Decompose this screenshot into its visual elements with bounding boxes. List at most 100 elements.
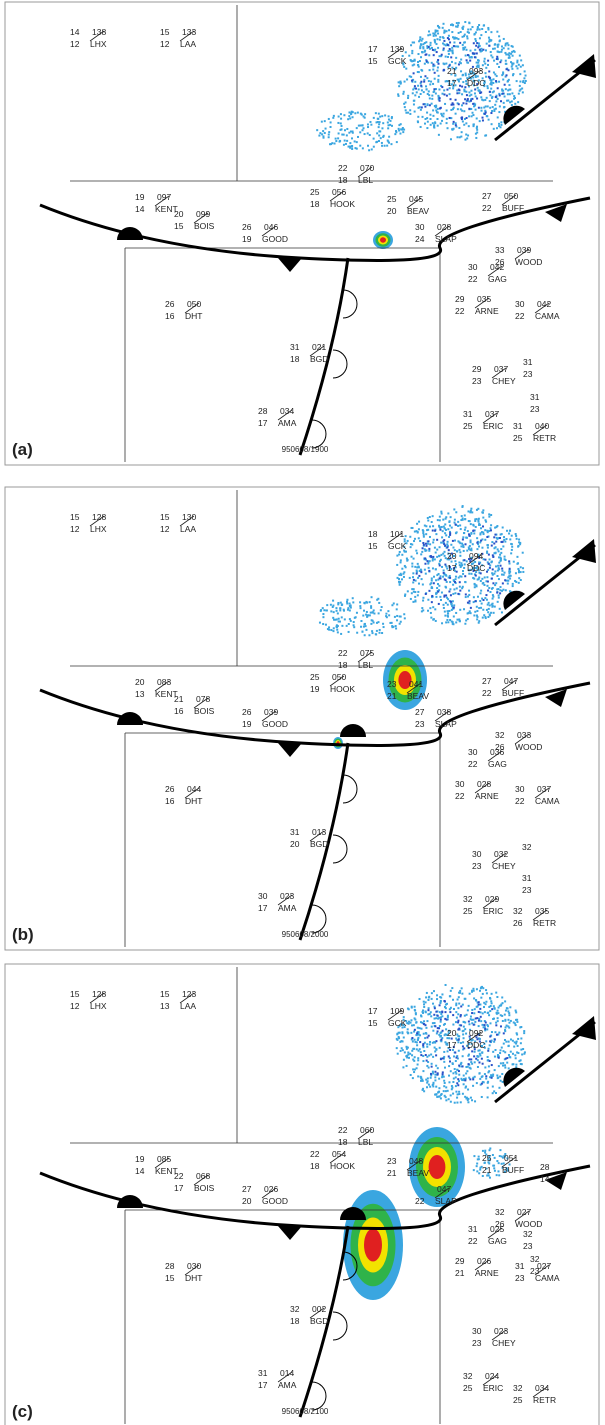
radar-echo	[445, 1033, 448, 1036]
radar-echo	[421, 529, 424, 532]
wind-barb	[434, 225, 450, 237]
radar-echo	[430, 80, 433, 83]
radar-echo	[482, 531, 485, 534]
radar-echo	[429, 118, 432, 121]
radar-echo	[448, 530, 451, 533]
radar-echo	[474, 999, 477, 1002]
radar-echo	[440, 1013, 443, 1016]
radar-echo	[485, 42, 488, 45]
radar-echo	[515, 1063, 518, 1066]
radar-echo	[444, 1003, 447, 1006]
radar-echo	[511, 54, 514, 57]
radar-echo	[477, 578, 480, 581]
radar-echo	[403, 102, 406, 105]
station-pressure: 023	[494, 1326, 508, 1336]
radar-echo	[475, 117, 478, 120]
station-temp: 17	[368, 44, 378, 54]
radar-echo	[451, 1048, 454, 1051]
radar-echo	[438, 1095, 441, 1098]
radar-echo	[386, 139, 389, 142]
radar-echo	[429, 1040, 432, 1043]
station-id: DDC	[467, 1040, 485, 1050]
radar-echo	[442, 540, 445, 543]
radar-echo	[431, 529, 434, 532]
station-temp: 30	[258, 891, 268, 901]
radar-echo	[493, 1055, 496, 1058]
radar-echo	[469, 1067, 472, 1070]
station-temp: 20	[135, 677, 145, 687]
radar-echo	[501, 92, 504, 95]
radar-echo	[450, 560, 453, 563]
station-id: GCK	[388, 56, 407, 66]
radar-echo	[322, 613, 325, 616]
radar-echo	[332, 630, 335, 633]
radar-echo	[489, 1040, 492, 1043]
radar-echo	[453, 568, 456, 571]
radar-echo	[469, 70, 472, 73]
radar-echo	[472, 102, 475, 105]
state-border	[70, 5, 553, 462]
radar-echo	[434, 34, 437, 37]
radar-echo	[489, 1147, 492, 1150]
radar-echo	[455, 611, 458, 614]
radar-echo	[441, 1071, 444, 1074]
radar-echo	[435, 1054, 438, 1057]
radar-echo	[458, 1024, 461, 1027]
radar-echo	[398, 615, 401, 618]
radar-echo	[360, 113, 363, 116]
radar-echo	[445, 1042, 448, 1045]
radar-echo	[339, 601, 342, 604]
station-dewpoint: 18	[338, 175, 348, 185]
radar-echo	[413, 59, 416, 62]
radar-echo	[455, 66, 458, 69]
radar-echo	[476, 1170, 479, 1173]
radar-echo	[511, 67, 514, 70]
station-dewpoint: 20	[387, 206, 397, 216]
radar-echo	[472, 1084, 475, 1087]
radar-echo	[446, 127, 449, 130]
radar-echo	[478, 1061, 481, 1064]
radar-echo	[459, 41, 462, 44]
radar-echo	[431, 122, 434, 125]
radar-echo	[498, 105, 501, 108]
radar-echo	[442, 541, 445, 544]
wind-barb	[193, 212, 209, 224]
radar-echo	[341, 624, 344, 627]
radar-echo	[322, 130, 325, 133]
radar-echo	[470, 1061, 473, 1064]
radar-echo	[427, 1083, 430, 1086]
radar-echo	[424, 1032, 427, 1035]
station-id: CHEY	[492, 1338, 516, 1348]
radar-echo	[345, 134, 348, 137]
radar-echo	[456, 92, 459, 95]
radar-echo	[488, 1149, 491, 1152]
radar-echo	[479, 532, 482, 535]
radar-echo	[432, 1002, 435, 1005]
radar-echo	[491, 56, 494, 59]
radar-echo	[467, 1053, 470, 1056]
radar-echo	[444, 532, 447, 535]
radar-echo	[482, 99, 485, 102]
radar-echo	[437, 1017, 440, 1020]
radar-echo	[466, 137, 469, 140]
radar-echo	[472, 1078, 475, 1081]
radar-echo	[430, 556, 433, 559]
radar-echo	[446, 1016, 449, 1019]
radar-echo	[404, 566, 407, 569]
radar-echo	[439, 1020, 442, 1023]
station-temp: 32	[522, 842, 532, 852]
radar-echo	[521, 64, 524, 67]
radar-echo	[471, 52, 474, 55]
radar-echo	[490, 611, 493, 614]
radar-echo	[422, 609, 425, 612]
radar-echo	[444, 601, 447, 604]
radar-echo	[454, 124, 457, 127]
radar-echo	[464, 138, 467, 141]
station-dewpoint: 14	[540, 1174, 550, 1184]
radar-echo	[455, 550, 458, 553]
radar-echo	[342, 609, 345, 612]
radar-echo	[505, 538, 508, 541]
radar-echo	[427, 30, 430, 33]
radar-echo	[415, 549, 418, 552]
